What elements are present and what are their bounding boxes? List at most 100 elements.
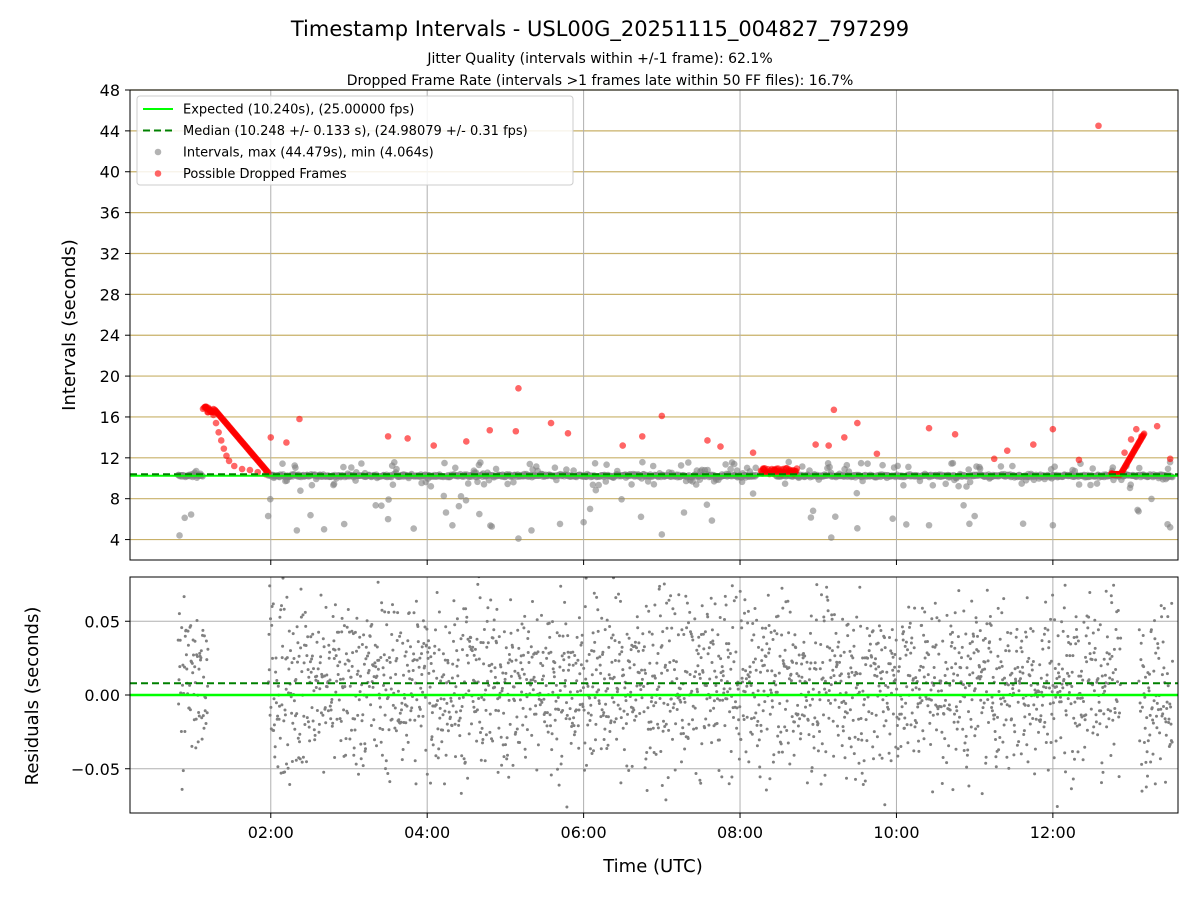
residual-point	[425, 643, 428, 647]
interval-point	[827, 534, 835, 541]
residual-point	[697, 644, 701, 648]
residual-point	[1053, 618, 1057, 622]
residual-point	[809, 631, 812, 635]
residual-point	[923, 610, 927, 614]
residual-point	[760, 648, 764, 652]
residual-point	[1091, 731, 1095, 735]
residual-point	[941, 639, 945, 643]
residual-point	[383, 713, 387, 717]
interval-point	[320, 526, 328, 533]
residual-point	[180, 787, 184, 791]
residual-point	[1098, 722, 1102, 726]
residual-point	[304, 624, 308, 628]
residual-point	[1159, 604, 1163, 608]
interval-point	[358, 460, 365, 467]
residual-point	[846, 634, 850, 638]
residual-point	[903, 716, 907, 720]
residual-point	[747, 675, 751, 679]
residual-point	[588, 747, 592, 751]
residual-point	[197, 714, 201, 718]
residual-point	[881, 710, 885, 714]
residual-point	[1068, 654, 1072, 658]
residual-point	[364, 747, 367, 751]
dropped-frame-point	[760, 465, 767, 473]
residual-point	[885, 701, 889, 705]
residual-point	[415, 658, 419, 662]
residual-point	[893, 678, 897, 682]
residual-point	[850, 670, 854, 674]
residual-point	[589, 703, 593, 707]
residual-point	[995, 667, 999, 671]
residual-point	[859, 717, 863, 720]
residual-point	[534, 712, 538, 716]
interval-point	[738, 478, 746, 486]
interval-point	[449, 522, 456, 529]
residual-point	[889, 759, 893, 763]
residual-point	[277, 717, 281, 721]
residual-point	[478, 720, 482, 724]
residual-point	[893, 665, 897, 669]
residual-point	[475, 708, 479, 712]
residual-point	[1005, 755, 1009, 759]
residual-point	[854, 777, 857, 781]
residual-point	[1029, 683, 1033, 687]
residual-point	[796, 724, 800, 728]
residual-point	[654, 752, 658, 756]
residual-point	[1023, 715, 1027, 719]
residual-point	[776, 734, 780, 738]
residual-point	[1074, 615, 1078, 619]
interval-point	[551, 464, 559, 472]
interval-point	[292, 464, 299, 472]
residual-point	[812, 735, 816, 739]
residual-point	[734, 595, 738, 599]
residual-point	[585, 659, 589, 663]
residual-point	[276, 765, 280, 769]
residual-point	[1110, 601, 1114, 605]
interval-point	[267, 495, 274, 503]
residual-point	[871, 745, 875, 749]
residual-point	[586, 723, 590, 727]
residual-point	[311, 632, 315, 636]
residual-point	[691, 718, 694, 722]
residual-point	[552, 675, 556, 679]
residual-point	[1159, 707, 1163, 711]
residual-point	[706, 652, 710, 656]
residual-point	[520, 690, 524, 694]
residual-point	[751, 622, 755, 625]
residual-point	[824, 691, 828, 695]
residual-point	[408, 718, 412, 722]
residual-point	[545, 656, 549, 660]
residual-point	[1162, 666, 1166, 670]
residual-point	[356, 669, 360, 673]
residual-point	[1139, 641, 1143, 645]
residual-point	[564, 622, 568, 626]
residual-point	[297, 654, 301, 658]
residual-point	[194, 746, 198, 750]
residual-point	[471, 700, 475, 703]
residual-point	[387, 656, 391, 660]
residual-point	[954, 705, 958, 709]
top-y-tick-label: 32	[100, 244, 120, 263]
residual-point	[1156, 708, 1160, 712]
residual-point	[365, 619, 369, 623]
residual-point	[883, 646, 887, 650]
residual-point	[301, 755, 305, 759]
residual-point	[344, 652, 348, 656]
residual-point	[787, 631, 791, 635]
residual-point	[395, 657, 399, 660]
residual-point	[1057, 662, 1061, 666]
residual-point	[996, 606, 1000, 610]
residual-point	[334, 654, 338, 658]
residual-point	[768, 647, 771, 651]
interval-point	[997, 463, 1005, 470]
residual-point	[1057, 675, 1061, 679]
residual-point	[900, 625, 904, 629]
residual-point	[1092, 725, 1096, 729]
residual-point	[662, 701, 666, 705]
residual-point	[618, 652, 622, 656]
residual-point	[805, 699, 809, 703]
x-axis-label: Time (UTC)	[602, 856, 703, 877]
residual-point	[909, 651, 913, 655]
residual-point	[1013, 667, 1017, 671]
interval-point	[949, 459, 957, 467]
